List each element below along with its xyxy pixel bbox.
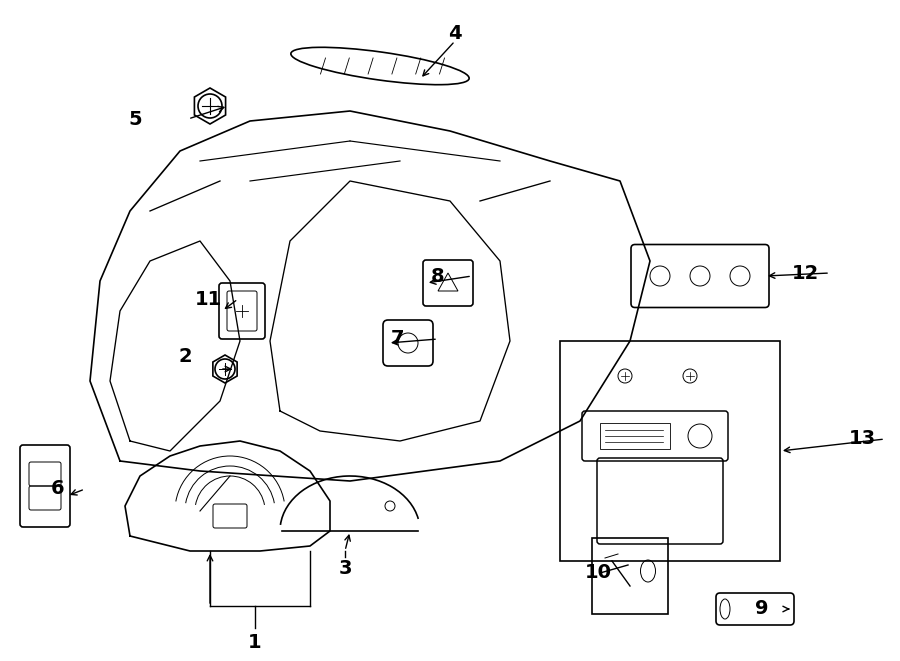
Text: 6: 6: [51, 479, 65, 498]
Text: 11: 11: [194, 290, 221, 309]
Text: 9: 9: [755, 600, 769, 619]
Text: 2: 2: [178, 346, 192, 366]
Text: 5: 5: [128, 110, 142, 128]
Text: 3: 3: [338, 559, 352, 578]
Text: 4: 4: [448, 24, 462, 42]
Text: 7: 7: [392, 329, 405, 348]
Bar: [592, 538, 668, 614]
Text: 12: 12: [791, 264, 819, 282]
Text: 1: 1: [248, 633, 262, 652]
Bar: [560, 341, 780, 561]
Text: 10: 10: [584, 563, 611, 582]
Text: 8: 8: [431, 266, 445, 286]
Text: 13: 13: [849, 430, 876, 449]
Bar: [600, 423, 670, 449]
